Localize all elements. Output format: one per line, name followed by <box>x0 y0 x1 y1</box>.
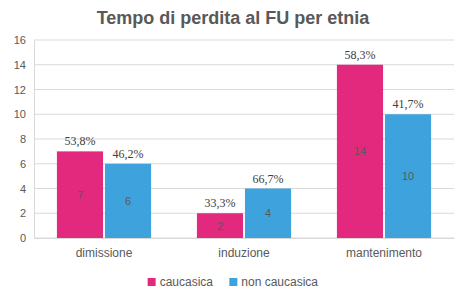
y-tick: 6 <box>20 158 34 170</box>
plot: 0 2 4 6 8 10 12 14 16 dimissione induzione mantenim… <box>14 34 455 260</box>
y-tick-label: 2 <box>20 207 26 219</box>
grid-line <box>34 89 454 90</box>
bar <box>197 213 243 238</box>
x-tick-label: dimissione <box>76 246 133 260</box>
percent-label: 33,3% <box>204 196 235 210</box>
legend-label: non caucasica <box>241 275 318 289</box>
percent-label: 66,7% <box>253 172 284 186</box>
legend-item: caucasica <box>148 275 214 289</box>
x-tick: induzione <box>218 238 270 260</box>
legend-label: caucasica <box>160 275 214 289</box>
y-tick: 10 <box>14 108 34 120</box>
bar <box>57 151 103 238</box>
data-labels: 7 2 14 53,8% 33,3% 58,3% 6 4 10 46,2% 66,7% 41,7% <box>64 48 423 232</box>
x-axis-line <box>35 238 455 239</box>
legend-swatch <box>148 278 156 286</box>
y-tick-label: 12 <box>14 84 26 96</box>
bar <box>105 164 151 238</box>
value-label: 7 <box>77 189 83 201</box>
y-tick-label: 6 <box>20 158 26 170</box>
chart: Tempo di perdita al FU per etnia 0 2 4 6 8 10 1… <box>0 0 466 296</box>
bars <box>57 65 431 238</box>
grid-line <box>34 40 454 41</box>
y-tick: 8 <box>20 133 34 145</box>
value-label: 2 <box>217 220 223 232</box>
percent-label: 53,8% <box>64 134 95 148</box>
y-tick: 4 <box>20 183 34 195</box>
y-tick: 14 <box>14 59 34 71</box>
y-tick-label: 4 <box>20 183 26 195</box>
x-tick: mantenimento <box>346 238 422 260</box>
value-label: 10 <box>402 170 414 182</box>
y-axis: 0 2 4 6 8 10 12 14 16 <box>14 34 35 244</box>
y-tick: 16 <box>14 34 34 46</box>
y-tick-label: 10 <box>14 108 26 120</box>
x-tick-label: induzione <box>218 246 270 260</box>
y-tick: 2 <box>20 207 34 219</box>
x-tick: dimissione <box>76 238 133 260</box>
legend: caucasica non caucasica <box>148 275 319 289</box>
title: Tempo di perdita al FU per etnia <box>97 8 371 28</box>
bar <box>337 65 383 238</box>
bar <box>245 189 291 239</box>
value-label: 6 <box>125 195 131 207</box>
percent-label: 58,3% <box>344 48 375 62</box>
x-axis: dimissione induzione mantenimento <box>35 238 455 260</box>
y-tick-label: 14 <box>14 59 26 71</box>
y-tick: 0 <box>20 232 34 244</box>
y-axis-line <box>34 41 35 239</box>
value-label: 14 <box>354 145 366 157</box>
legend-item: non caucasica <box>229 275 318 289</box>
grid-line <box>34 64 454 65</box>
percent-label: 46,2% <box>113 147 144 161</box>
y-tick-label: 8 <box>20 133 26 145</box>
legend-swatch <box>229 278 237 286</box>
y-tick: 12 <box>14 84 34 96</box>
y-tick-label: 0 <box>20 232 26 244</box>
y-tick-label: 16 <box>14 34 26 46</box>
bar <box>385 114 431 238</box>
percent-label: 41,7% <box>393 97 424 111</box>
value-label: 4 <box>265 207 271 219</box>
grid <box>34 40 454 238</box>
x-tick-label: mantenimento <box>346 246 422 260</box>
